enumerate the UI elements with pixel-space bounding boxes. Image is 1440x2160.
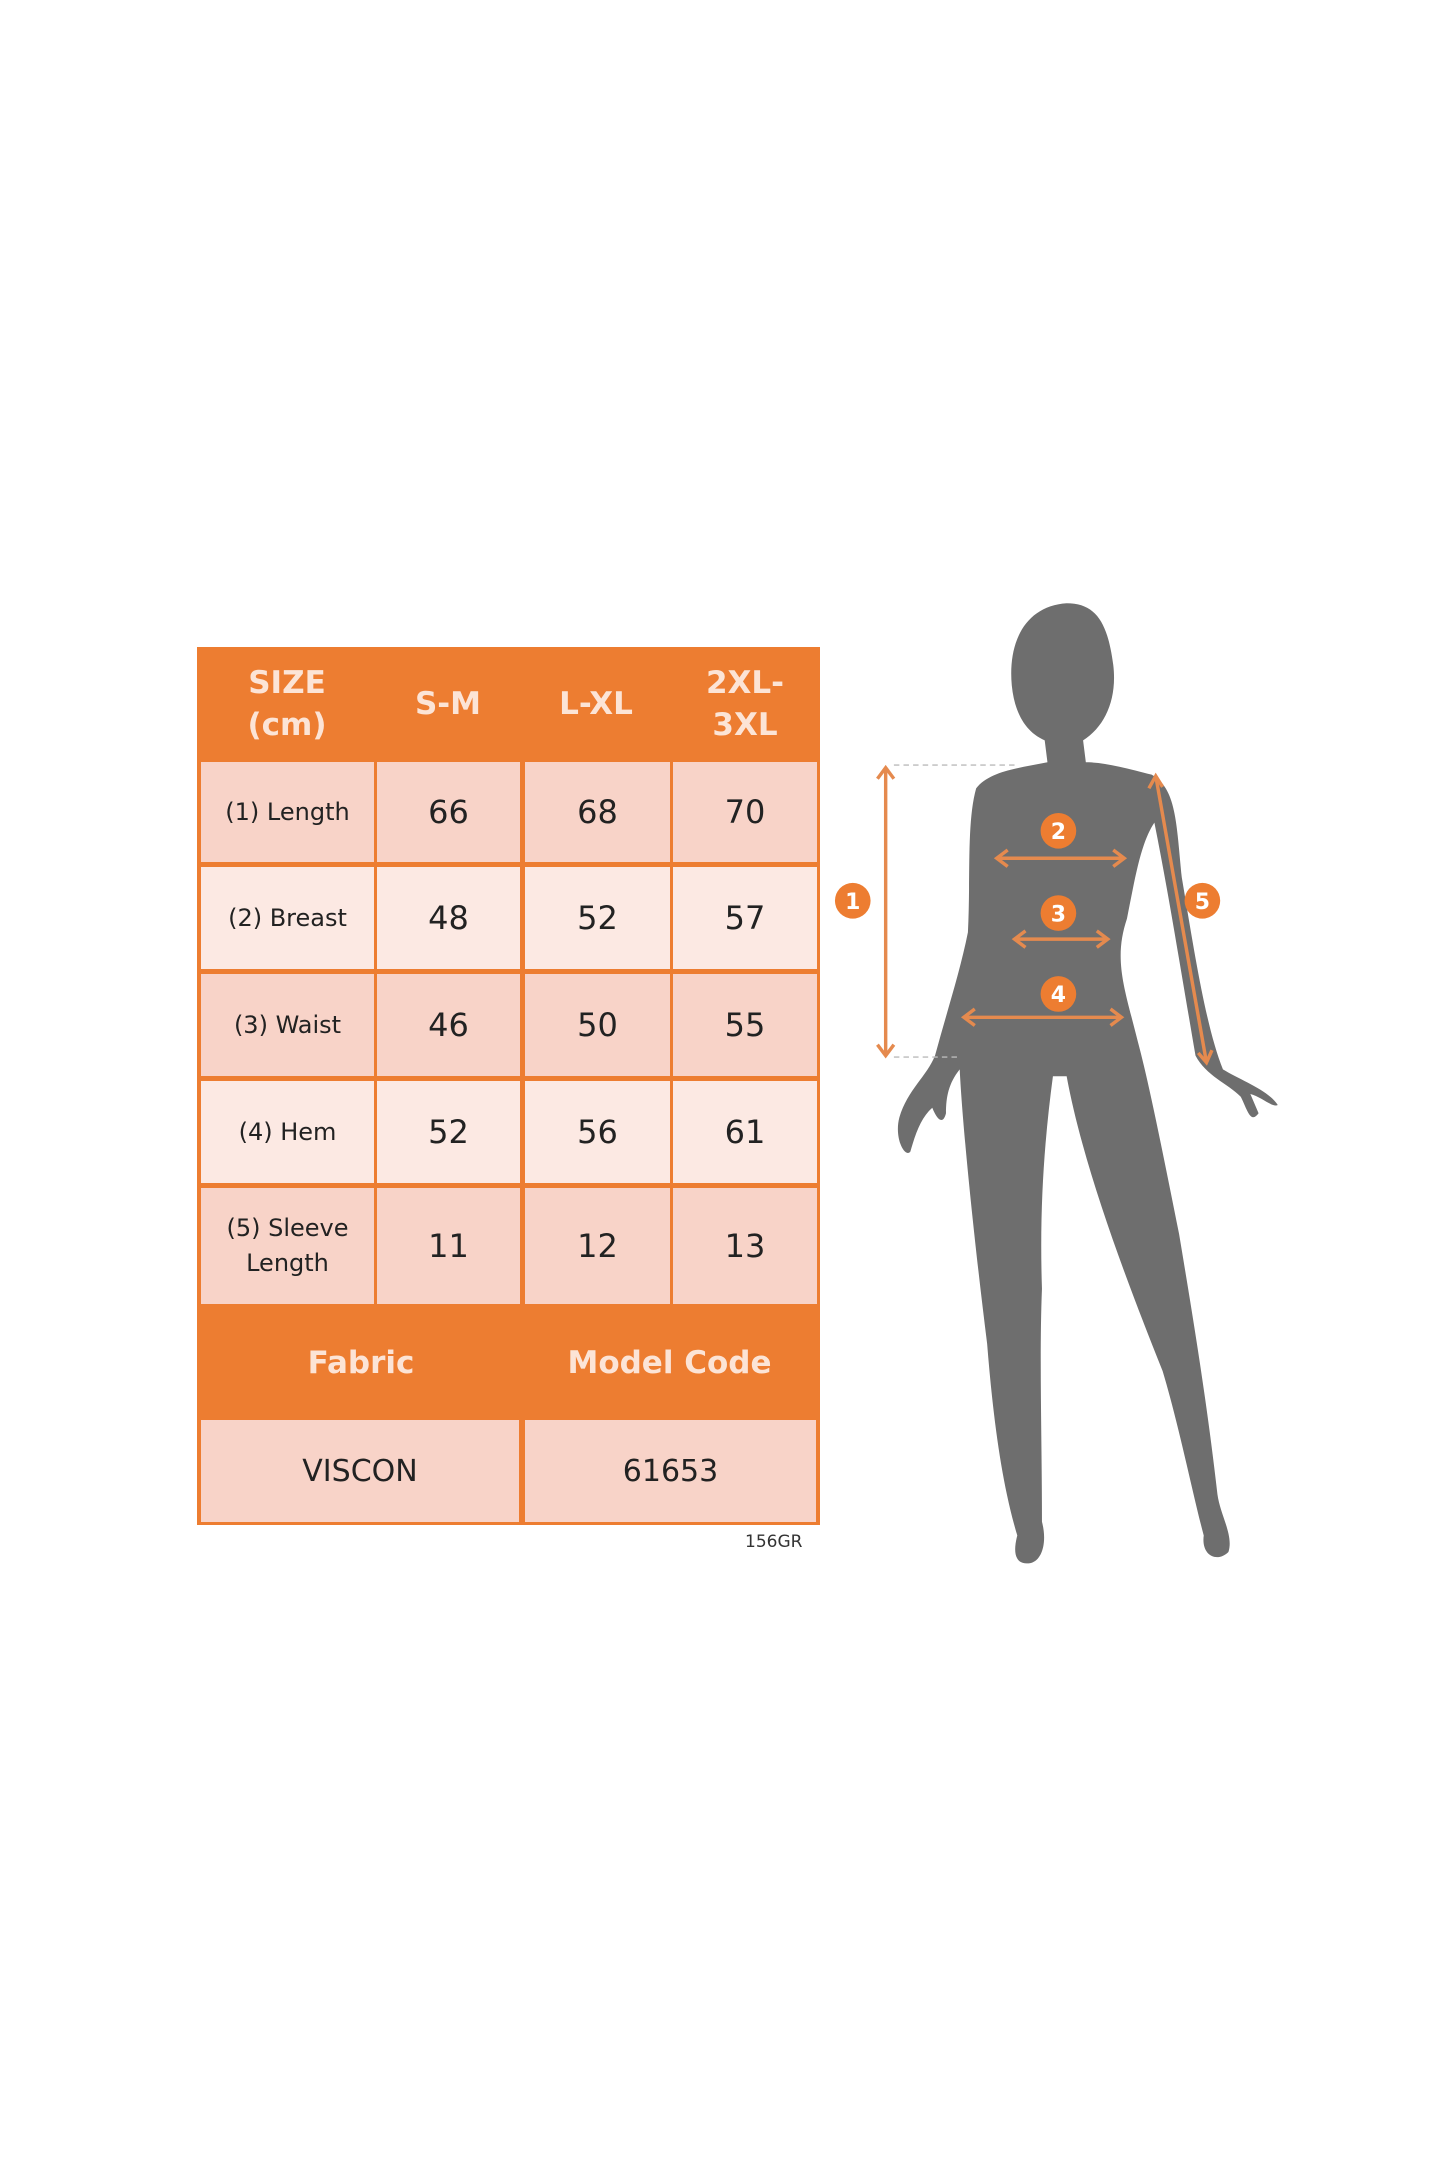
size-value: 52	[377, 1081, 520, 1183]
size-value: 70	[673, 762, 817, 862]
header-model-code: Model Code	[567, 1345, 772, 1381]
marker-5-badge	[1184, 882, 1221, 919]
header-2xl-3xl: 2XL- 3XL	[705, 665, 785, 743]
size-value: 52	[525, 867, 670, 969]
header-l-xl: L-XL	[559, 686, 633, 722]
row-label: (4) Hem	[201, 1081, 374, 1183]
marker-1-badge	[834, 882, 871, 919]
size-value: 68	[525, 762, 670, 862]
image-code: 156GR	[745, 1532, 803, 1552]
marker-4-badge	[1040, 976, 1077, 1012]
sleeve-length-arrow	[1154, 775, 1209, 1063]
header-fabric: Fabric	[307, 1345, 415, 1381]
size-value: 55	[673, 974, 817, 1076]
size-value: 66	[377, 762, 520, 862]
fabric-value: VISCON	[201, 1420, 519, 1522]
row-label: (5) Sleeve Length	[201, 1188, 374, 1304]
size-value: 61	[673, 1081, 817, 1183]
model-code-value: 61653	[525, 1420, 816, 1522]
size-value: 12	[525, 1188, 670, 1304]
header-size: SIZE (cm)	[247, 665, 327, 743]
marker-3-label: 3	[1051, 902, 1066, 927]
size-value: 11	[377, 1188, 520, 1304]
size-value: 50	[525, 974, 670, 1076]
size-value: 46	[377, 974, 520, 1076]
marker-2-label: 2	[1051, 820, 1066, 845]
row-label: (1) Length	[201, 762, 374, 862]
marker-1-label: 1	[845, 890, 860, 915]
marker-4-label: 4	[1051, 983, 1066, 1008]
row-label: (2) Breast	[201, 867, 374, 969]
woman-silhouette	[897, 603, 1278, 1564]
marker-2-badge	[1040, 813, 1077, 849]
size-value: 13	[673, 1188, 817, 1304]
row-label: (3) Waist	[201, 974, 374, 1076]
marker-5-label: 5	[1195, 890, 1210, 915]
size-value: 56	[525, 1081, 670, 1183]
header-s-m: S-M	[414, 686, 482, 722]
marker-3-badge	[1040, 895, 1077, 931]
size-chart-table: SIZE (cm) S-M L-XL 2XL- 3XL (1) Length 66 68…	[197, 647, 820, 1525]
size-value: 57	[673, 867, 817, 969]
size-value: 48	[377, 867, 520, 969]
